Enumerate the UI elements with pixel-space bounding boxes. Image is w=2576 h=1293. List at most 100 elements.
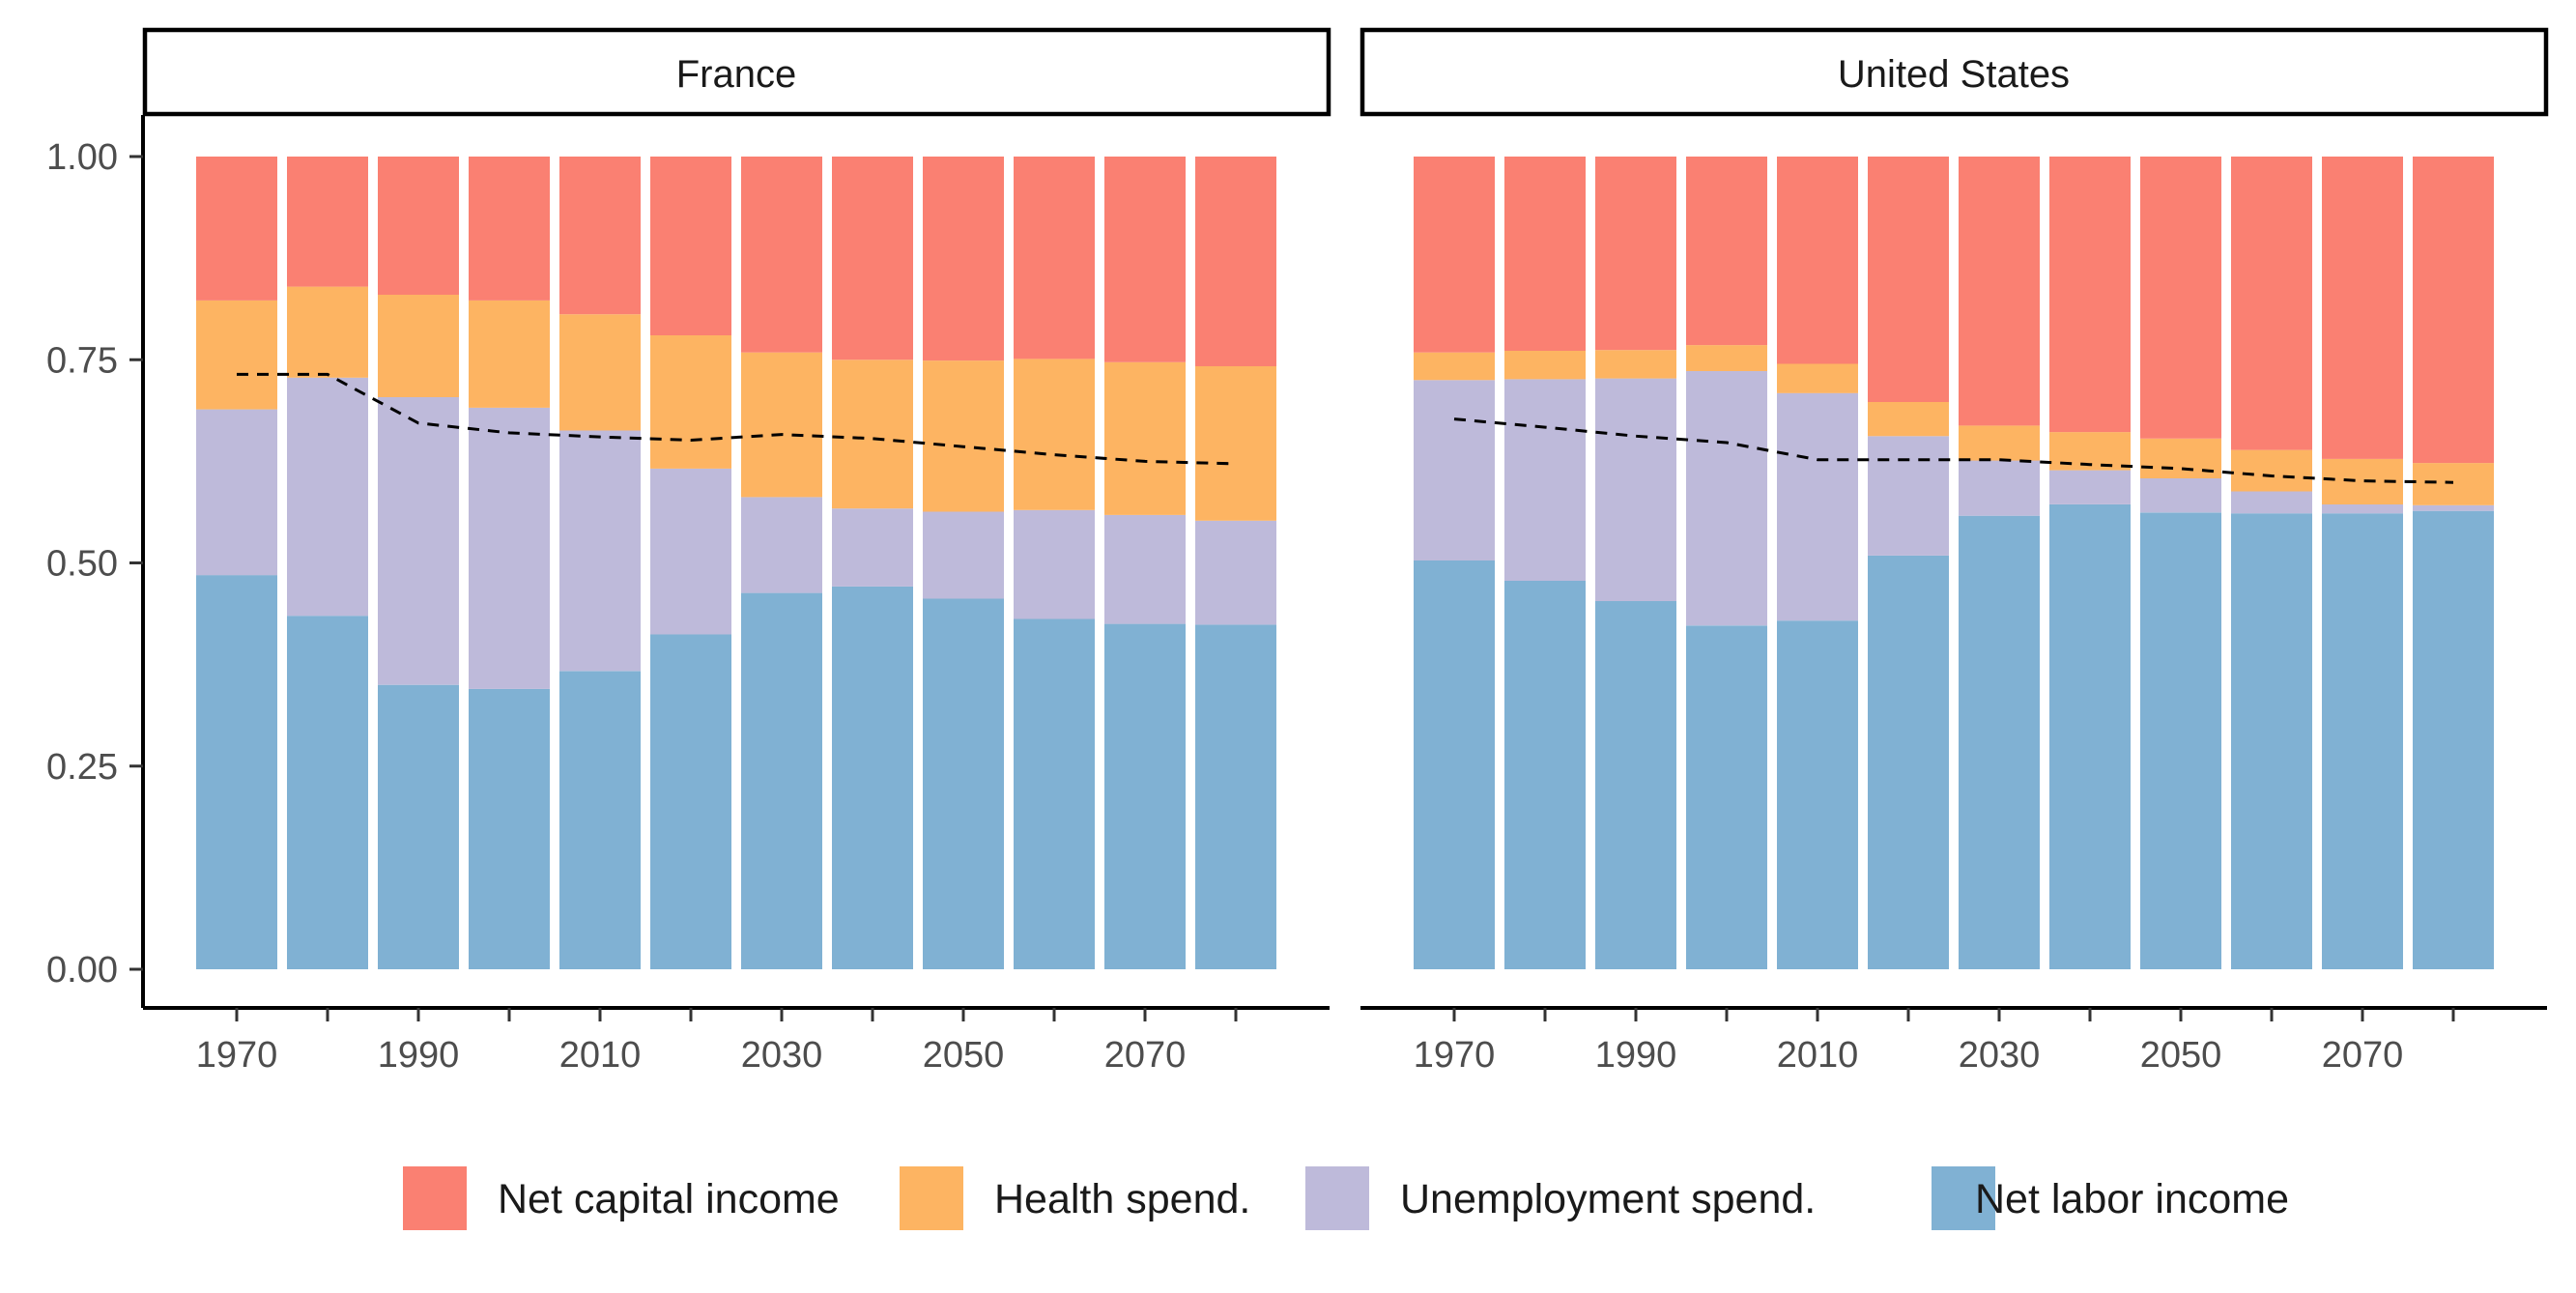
strip-box — [142, 27, 1331, 117]
bar-capital-1990 — [1595, 157, 1676, 351]
bar-health-2060 — [1014, 359, 1095, 510]
x-tick-label: 1970 — [196, 1035, 278, 1076]
strip-box — [1360, 27, 2549, 117]
bar-capital-2070 — [1104, 157, 1186, 362]
bar-capital-2020 — [1868, 157, 1949, 402]
x-tick-label: 1970 — [1414, 1035, 1496, 1076]
bar-labor-2010 — [559, 671, 641, 969]
bar-capital-2050 — [2140, 157, 2221, 439]
bar-labor-1990 — [378, 684, 459, 969]
legend-key-unemployment — [1305, 1166, 1369, 1230]
bar-unemployment-2030 — [741, 497, 822, 593]
bar-labor-1970 — [1414, 560, 1495, 969]
bar-unemployment-1980 — [1504, 379, 1586, 581]
bars-group — [196, 157, 1276, 969]
bar-health-2050 — [2140, 438, 2221, 478]
bar-health-2010 — [559, 314, 641, 431]
panel-france: France 0.00 0.25 0.50 0.75 1.00 1970 1990 2010… — [46, 27, 1331, 1076]
legend-key-health — [900, 1166, 963, 1230]
bar-health-2000 — [1686, 345, 1767, 371]
bar-capital-1990 — [378, 157, 459, 295]
legend-label-labor: Net labor income — [1975, 1176, 2289, 1222]
bar-capital-1980 — [287, 157, 368, 287]
y-tick-label: 0.25 — [46, 747, 118, 788]
bar-unemployment-2070 — [2322, 503, 2403, 514]
bar-unemployment-2060 — [1014, 509, 1095, 619]
bar-unemployment-1990 — [1595, 378, 1676, 601]
bar-health-2010 — [1777, 363, 1858, 393]
bar-labor-1980 — [287, 616, 368, 969]
legend-key-labor — [1932, 1166, 1995, 1230]
y-tick-label: 0.50 — [46, 544, 118, 585]
bar-health-1970 — [196, 300, 277, 410]
bar-unemployment-2020 — [1868, 436, 1949, 556]
bar-labor-2050 — [2140, 512, 2221, 969]
bar-labor-1990 — [1595, 601, 1676, 969]
bar-unemployment-2000 — [1686, 371, 1767, 626]
y-ticks: 0.00 0.25 0.50 0.75 1.00 — [46, 137, 143, 991]
bar-capital-2080 — [1195, 157, 1276, 366]
bar-unemployment-2050 — [923, 511, 1004, 599]
bar-capital-2040 — [832, 157, 913, 360]
dashed-line — [237, 372, 1237, 466]
legend-item-capital: Net capital income — [403, 1166, 840, 1230]
bar-unemployment-2060 — [2231, 491, 2312, 514]
bar-unemployment-2080 — [1195, 520, 1276, 625]
bar-health-1990 — [378, 295, 459, 397]
bar-unemployment-2050 — [2140, 478, 2221, 513]
bar-labor-2010 — [1777, 620, 1858, 969]
bar-labor-1980 — [1504, 581, 1586, 969]
bar-health-2080 — [2413, 463, 2494, 505]
dashed-line — [1453, 417, 2454, 484]
legend-key-capital — [403, 1166, 467, 1230]
line-group — [237, 372, 1237, 466]
bar-unemployment-2040 — [832, 508, 913, 587]
bar-unemployment-2000 — [469, 407, 550, 689]
x-ticks: 1970 1990 2010 2030 2050 2070 — [1414, 1008, 2455, 1076]
bar-capital-2030 — [1959, 157, 2040, 426]
bar-unemployment-2070 — [1104, 514, 1186, 624]
bar-health-2050 — [923, 360, 1004, 512]
legend-label-capital: Net capital income — [498, 1176, 840, 1222]
bar-health-2030 — [1959, 425, 2040, 461]
bar-labor-2050 — [923, 598, 1004, 969]
bar-labor-2030 — [741, 592, 822, 969]
bar-health-1990 — [1595, 350, 1676, 379]
bar-labor-2000 — [469, 688, 550, 969]
bar-capital-2030 — [741, 157, 822, 353]
legend-item-labor: Net labor income — [1932, 1166, 2289, 1230]
bar-labor-2080 — [2413, 510, 2494, 969]
bar-capital-2070 — [2322, 157, 2403, 459]
bar-health-2040 — [832, 359, 913, 509]
legend-label-health: Health spend. — [994, 1176, 1250, 1222]
x-tick-label: 2010 — [1777, 1035, 1859, 1076]
bar-labor-2030 — [1959, 515, 2040, 969]
bar-labor-2070 — [2322, 513, 2403, 969]
bar-health-2000 — [469, 300, 550, 408]
bar-capital-1970 — [1414, 157, 1495, 353]
bar-unemployment-1990 — [378, 396, 459, 685]
legend-label-unemployment: Unemployment spend. — [1400, 1176, 1816, 1222]
bar-capital-2060 — [2231, 157, 2312, 450]
bars-group — [1414, 157, 2494, 969]
x-tick-label: 2070 — [1104, 1035, 1187, 1076]
bar-health-1980 — [1504, 351, 1586, 380]
legend: Net capital income Health spend. Unemplo… — [403, 1166, 2289, 1230]
bar-labor-2080 — [1195, 624, 1276, 969]
bar-labor-1970 — [196, 575, 277, 969]
bar-labor-2000 — [1686, 625, 1767, 969]
bar-capital-1980 — [1504, 157, 1586, 351]
x-tick-label: 1990 — [378, 1035, 460, 1076]
bar-labor-2020 — [1868, 555, 1949, 969]
y-tick-label: 0.75 — [46, 340, 118, 381]
bar-unemployment-2020 — [650, 468, 731, 635]
bar-unemployment-1980 — [287, 377, 368, 617]
bar-labor-2040 — [832, 586, 913, 969]
bar-capital-1970 — [196, 157, 277, 301]
panel-united-states: United States 1970 1990 2010 2030 2050 2070 — [1360, 27, 2549, 1076]
bar-health-1980 — [287, 286, 368, 378]
bar-unemployment-2040 — [2049, 470, 2131, 504]
bar-capital-2080 — [2413, 157, 2494, 464]
bar-unemployment-2080 — [2413, 504, 2494, 511]
bar-capital-2060 — [1014, 157, 1095, 359]
